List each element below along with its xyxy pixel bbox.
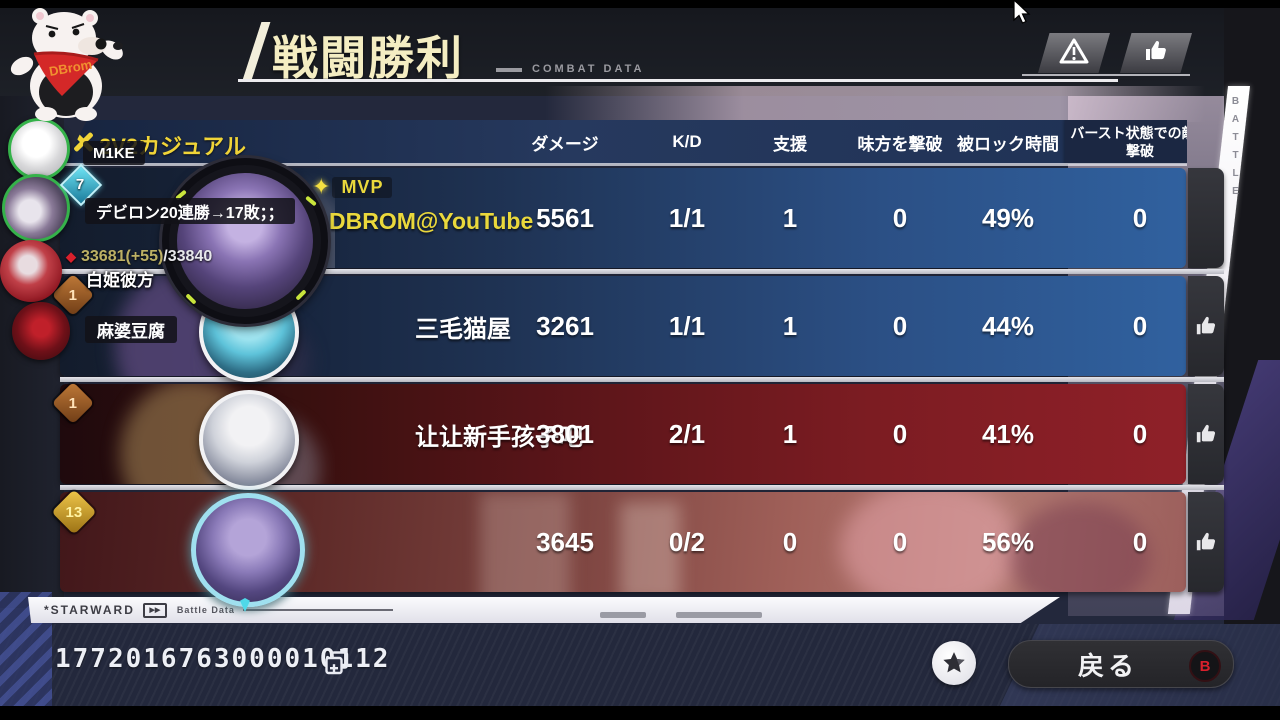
player-name: 三毛猫屋 [415, 316, 511, 343]
copy-match-id-button[interactable] [324, 650, 350, 676]
row-separator [60, 377, 1224, 382]
row-separator [60, 269, 1224, 274]
row4-character-art [60, 492, 1186, 592]
strip-line-decor [242, 609, 393, 611]
battle-data-label: Battle Data [176, 605, 235, 615]
streamer3-name: 白姫彼方 [86, 271, 154, 290]
col-header-damage: ダメージ [531, 134, 599, 154]
streamer4-avatar [12, 302, 70, 360]
row3-avatar [199, 390, 299, 490]
starward-strip: *STARWARD ▶▶ Battle Data [28, 597, 1060, 623]
like-match-button[interactable] [1120, 33, 1192, 73]
starward-brand: *STARWARD [44, 603, 135, 617]
streamer1-avatar [8, 118, 70, 180]
sparkle-icon: ✦ [312, 174, 331, 199]
player-name: 让让新手孩子吧 [415, 424, 583, 451]
streamer2-avatar [2, 174, 70, 242]
thumbs-up-icon [1144, 39, 1168, 68]
header-separator [65, 163, 1187, 166]
row1-side-block [1188, 168, 1224, 268]
row-separator [60, 485, 1224, 490]
letterbox-bottom [0, 706, 1280, 720]
row3-like-block[interactable] [1188, 384, 1224, 484]
row4-like-block[interactable] [1188, 492, 1224, 592]
thumbs-up-icon [1196, 532, 1216, 551]
thumbs-up-icon [1196, 424, 1216, 443]
stat-damage: 3261 [536, 310, 594, 341]
warning-icon [1059, 38, 1089, 69]
mouse-cursor [1013, 0, 1031, 24]
title-underline [238, 79, 1118, 82]
topbar-underline [1022, 74, 1190, 76]
report-button[interactable] [1038, 33, 1110, 73]
streamer3-score: ◆ 33681(+55) /33840 [66, 248, 213, 265]
streamer3-avatar [0, 240, 62, 302]
stat-locked-time: 56% [981, 526, 1035, 557]
stat-damage: 3801 [536, 418, 594, 449]
stat-damage: 5561 [536, 202, 594, 233]
stat-locked-time: 44% [981, 310, 1035, 341]
stat-kd: 2/1 [668, 418, 706, 449]
mvp-badge: ✦ MVP [312, 174, 393, 200]
col-header-locked-time: 被ロック時間 [957, 134, 1059, 154]
stat-locked-time: 49% [981, 202, 1035, 233]
thumbs-up-icon [1196, 316, 1216, 335]
page-subtitle: COMBAT DATA [532, 63, 645, 75]
stat-support: 1 [782, 418, 798, 449]
stat-ally-downs: 0 [892, 418, 908, 449]
scrollbar-segment[interactable] [600, 612, 646, 618]
stat-damage: 3645 [536, 526, 594, 557]
streamer2-note: デビロン20連勝→17敗；； [85, 198, 295, 224]
row1-avatar [162, 158, 328, 324]
stat-locked-time: 41% [981, 418, 1035, 449]
stat-kd: 1/1 [668, 310, 706, 341]
scoreboard-header: 2V2カジュアル ダメージ K/D 支援 味方を撃破 被ロック時間 バースト状態… [65, 120, 1187, 164]
stat-burst-kills: 0 [1132, 310, 1148, 341]
row2-like-block[interactable] [1188, 276, 1224, 376]
row4-avatar [191, 493, 305, 612]
page-title: 戦闘勝利 [272, 32, 464, 84]
stat-support: 0 [782, 526, 798, 557]
player-name: ▶ DBROM@YouTube [312, 208, 533, 235]
gamepad-b-key: B [1189, 650, 1221, 682]
svg-text:DBrom: DBrom [48, 57, 93, 79]
col-header-burst-kills: バースト状態での敵を撃破 [1065, 120, 1187, 164]
streamer1-label: M1KE [83, 141, 145, 165]
stat-ally-downs: 0 [892, 526, 908, 557]
col-header-support: 支援 [773, 134, 807, 154]
stat-support: 1 [782, 310, 798, 341]
letterbox-top [0, 0, 1280, 8]
scrollbar-segment[interactable] [676, 612, 762, 618]
favorite-button[interactable] [932, 641, 976, 685]
back-button-label: 戻る [1077, 650, 1138, 681]
streamer2-rank: 7 [75, 175, 85, 193]
subtitle-dash [496, 68, 522, 72]
col-header-kd: K/D [672, 132, 702, 151]
avatar-crystal-decor [240, 598, 250, 612]
stat-ally-downs: 0 [892, 310, 908, 341]
star-icon [943, 652, 965, 673]
stat-kd: 1/1 [668, 202, 706, 233]
battle-vertical-label: BATTLE [1230, 96, 1241, 204]
stat-support: 1 [782, 202, 798, 233]
streamer4-name: 麻婆豆腐 [85, 316, 177, 343]
stat-burst-kills: 0 [1132, 418, 1148, 449]
streamer-mascot: DBrom [10, 8, 123, 121]
stat-ally-downs: 0 [892, 202, 908, 233]
gem-icon: ◆ [66, 249, 76, 264]
back-button[interactable]: 戻る B [1008, 640, 1234, 688]
fast-forward-icon: ▶▶ [142, 602, 167, 618]
stat-burst-kills: 0 [1132, 202, 1148, 233]
stat-kd: 0/2 [668, 526, 706, 557]
col-header-ally-downs: 味方を撃破 [857, 134, 943, 154]
stat-burst-kills: 0 [1132, 526, 1148, 557]
